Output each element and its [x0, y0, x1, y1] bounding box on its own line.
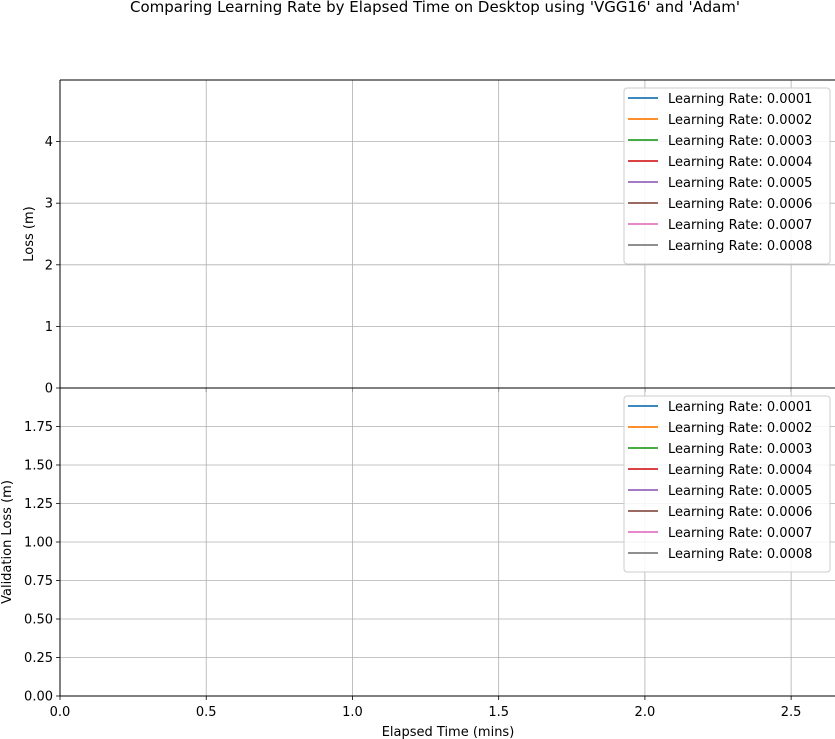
y-tick-label: 0.75: [24, 574, 53, 589]
y-tick-label: 0.00: [24, 690, 53, 705]
y-tick-label: 3: [45, 197, 53, 212]
legend-label: Learning Rate: 0.0008: [668, 547, 812, 562]
x-tick-label: 0.0: [50, 705, 71, 720]
y-tick-label: 1.75: [24, 420, 53, 435]
legend: Learning Rate: 0.0001 Learning Rate: 0.00…: [623, 87, 831, 265]
legend-label: Learning Rate: 0.0002: [668, 113, 812, 128]
y-axis-label: Validation Loss (m): [0, 480, 15, 604]
x-axis-label: Elapsed Time (mins): [382, 725, 515, 739]
x-tick-label: 1.5: [488, 705, 509, 720]
legend-label: Learning Rate: 0.0003: [668, 442, 812, 457]
legend-label: Learning Rate: 0.0005: [668, 176, 812, 191]
y-tick-label: 1.50: [24, 459, 53, 474]
legend-label: Learning Rate: 0.0007: [668, 218, 812, 233]
legend: Learning Rate: 0.0001 Learning Rate: 0.00…: [623, 395, 831, 573]
legend-label: Learning Rate: 0.0007: [668, 526, 812, 541]
legend-label: Learning Rate: 0.0004: [668, 463, 812, 478]
y-tick-label: 1: [45, 320, 53, 335]
y-tick-label: 0: [45, 382, 53, 397]
validation-loss-panel: 0.00 0.25 0.50 0.75 1.00 1.25 1.50 1.75 0.0 0.5 1.…: [0, 387, 835, 720]
legend-label: Learning Rate: 0.0003: [668, 134, 812, 149]
legend-label: Learning Rate: 0.0001: [668, 92, 812, 107]
figure-title: Comparing Learning Rate by Elapsed Time …: [130, 0, 740, 16]
legend-label: Learning Rate: 0.0004: [668, 155, 812, 170]
x-tick-label: 1.0: [342, 705, 363, 720]
legend-label: Learning Rate: 0.0002: [668, 421, 812, 436]
x-tick-label: 2.5: [781, 705, 802, 720]
y-tick-label: 4: [45, 135, 53, 150]
y-tick-label: 1.25: [24, 497, 53, 512]
legend-box: [623, 395, 831, 573]
legend-label: Learning Rate: 0.0005: [668, 484, 812, 499]
x-tick-label: 0.5: [196, 705, 217, 720]
y-tick-label: 0.25: [24, 651, 53, 666]
x-tick-label: 2.0: [635, 705, 656, 720]
legend-label: Learning Rate: 0.0001: [668, 400, 812, 415]
legend-box: [623, 87, 831, 265]
y-tick-label: 0.50: [24, 613, 53, 628]
y-tick-label: 1.00: [24, 536, 53, 551]
legend-label: Learning Rate: 0.0006: [668, 505, 812, 520]
legend-label: Learning Rate: 0.0006: [668, 197, 812, 212]
y-tick-label: 2: [45, 258, 53, 273]
y-axis-label: Loss (m): [22, 206, 37, 261]
legend-label: Learning Rate: 0.0008: [668, 239, 812, 254]
